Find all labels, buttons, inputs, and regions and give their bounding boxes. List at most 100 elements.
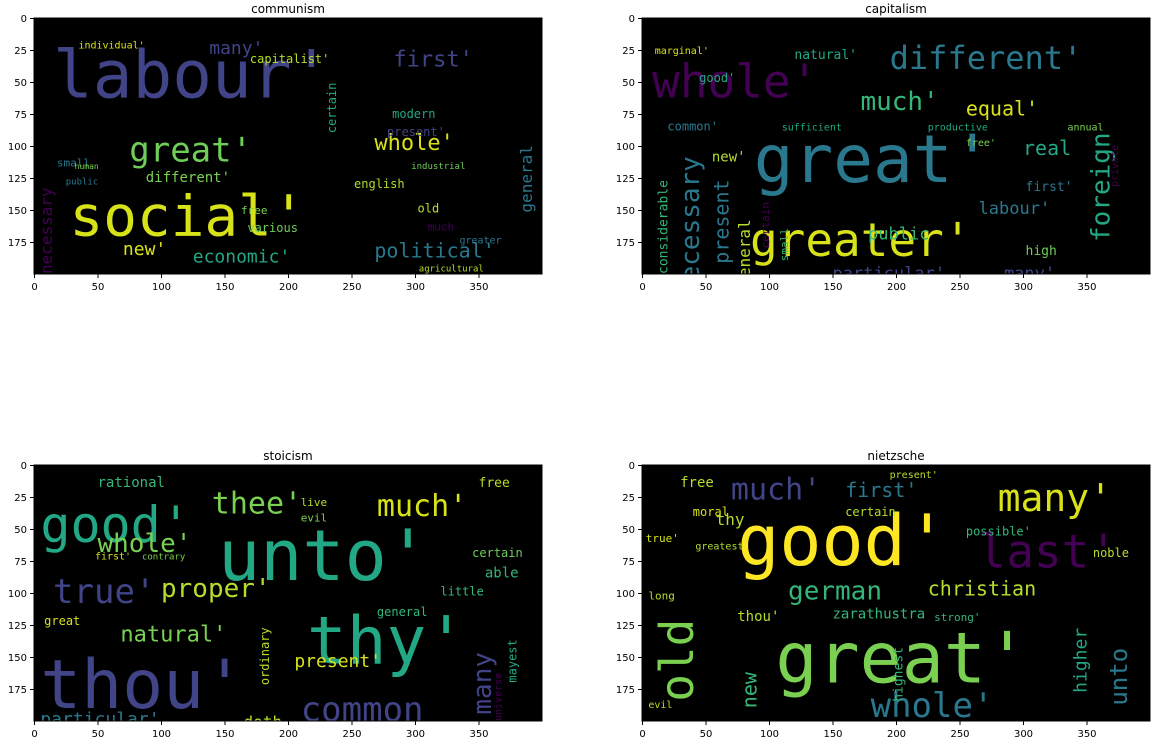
y-tick-label: 125 bbox=[616, 174, 635, 185]
word-general: general bbox=[377, 605, 428, 619]
y-tick-label: 50 bbox=[14, 78, 27, 89]
wordcloud-image bbox=[642, 465, 1150, 721]
word-private: private bbox=[1110, 145, 1121, 187]
x-tick-label: 300 bbox=[406, 729, 425, 740]
word-individual: individual' bbox=[78, 41, 144, 52]
word-ordinary: ordinary bbox=[258, 627, 272, 685]
word-marginal: marginal' bbox=[655, 46, 709, 57]
y-tick-label: 0 bbox=[21, 14, 27, 25]
nietzsche-panel: nietzsche good' great' last'many' much' germ… bbox=[616, 449, 1151, 740]
word-rational: rational bbox=[98, 475, 165, 491]
x-tick-label: 250 bbox=[342, 729, 361, 740]
word-great: great bbox=[44, 614, 80, 628]
word-equal: equal' bbox=[966, 96, 1038, 120]
word-general: general bbox=[517, 145, 536, 212]
x-tick-label: 50 bbox=[700, 729, 713, 740]
word-highest: highest bbox=[891, 647, 906, 702]
word-free: free' bbox=[966, 138, 996, 149]
word-certain: certain bbox=[325, 83, 339, 134]
word-much: much' bbox=[860, 87, 938, 117]
word-layer: good' unto'thy' thou' thee' much' whole' true'… bbox=[40, 475, 522, 737]
word-long: long bbox=[648, 589, 675, 602]
y-tick-label: 175 bbox=[8, 685, 27, 696]
x-tick-label: 250 bbox=[342, 282, 361, 293]
y-tick-label: 50 bbox=[622, 78, 635, 89]
x-tick-label: 150 bbox=[215, 729, 234, 740]
y-tick-label: 0 bbox=[21, 461, 27, 472]
word-whole: whole' bbox=[374, 131, 453, 156]
word-little: little bbox=[440, 585, 483, 599]
word-new: new' bbox=[123, 239, 166, 260]
word-possible: possible' bbox=[966, 524, 1031, 538]
x-tick-label: 250 bbox=[950, 729, 969, 740]
word-industrial: industrial bbox=[411, 162, 465, 172]
word-zarathustra: zarathustra bbox=[833, 607, 926, 623]
word-present: present' bbox=[294, 651, 381, 672]
y-tick-label: 150 bbox=[616, 206, 635, 217]
word-proper: proper' bbox=[161, 574, 271, 604]
word-small: small bbox=[778, 228, 791, 261]
word-common: common' bbox=[667, 120, 718, 134]
word-great: great' bbox=[129, 130, 252, 170]
word-political: political' bbox=[374, 238, 494, 262]
word-foreign: foreign bbox=[1086, 132, 1116, 242]
word-necessary: necessary bbox=[37, 187, 56, 274]
word-common: common bbox=[301, 690, 424, 730]
word-public: public bbox=[868, 224, 929, 244]
word-different: different' bbox=[890, 39, 1083, 77]
x-tick-label: 200 bbox=[887, 282, 906, 293]
word-able: able bbox=[485, 566, 519, 582]
x-tick-label: 300 bbox=[1014, 282, 1033, 293]
word-certain: certain bbox=[845, 505, 896, 519]
word-productive: productive bbox=[928, 123, 988, 134]
y-tick-label: 75 bbox=[622, 557, 635, 568]
word-good: good' bbox=[40, 496, 191, 554]
word-many: many bbox=[468, 652, 498, 715]
word-unto: unto bbox=[1105, 648, 1133, 706]
communism-panel: communism labour' social' great' whole' firs… bbox=[8, 2, 543, 293]
word-doest: doest bbox=[180, 724, 213, 737]
word-old: old bbox=[418, 202, 440, 216]
word-capitalist: capitalist' bbox=[250, 52, 329, 66]
word-present: present' bbox=[387, 125, 445, 139]
word-certain: certain bbox=[759, 202, 772, 248]
word-thy: thy bbox=[716, 510, 745, 529]
word-christian: christian bbox=[928, 577, 1036, 601]
word-necessary: necessary bbox=[676, 156, 706, 297]
word-different: different' bbox=[146, 170, 230, 186]
x-tick-label: 0 bbox=[639, 729, 645, 740]
word-greatest: greatest bbox=[695, 541, 743, 552]
wordcloud-image bbox=[642, 18, 1150, 274]
word-noble: noble bbox=[1093, 546, 1129, 560]
y-tick-label: 100 bbox=[8, 589, 27, 600]
word-first: first' bbox=[845, 478, 917, 502]
y-tick-label: 75 bbox=[14, 110, 27, 121]
x-tick-label: 0 bbox=[31, 282, 37, 293]
wordcloud-image bbox=[34, 465, 542, 721]
word-good: good' bbox=[699, 71, 735, 85]
word-great: great' bbox=[754, 121, 992, 198]
word-various: various bbox=[247, 221, 298, 235]
x-tick-label: 150 bbox=[823, 282, 842, 293]
word-high: high bbox=[1026, 244, 1057, 259]
y-tick-label: 25 bbox=[14, 46, 27, 57]
word-labour: labour' bbox=[979, 199, 1051, 219]
y-tick-label: 100 bbox=[8, 142, 27, 153]
word-new: new bbox=[737, 671, 761, 708]
word-thou: thou' bbox=[40, 646, 245, 725]
word-natural: natural' bbox=[120, 623, 226, 648]
word-unto: unto' bbox=[218, 515, 429, 597]
word-modern: modern bbox=[392, 107, 435, 121]
stoicism-panel: stoicism good' unto'thy' thou' thee' much' wh… bbox=[8, 449, 543, 740]
word-sufficient: sufficient bbox=[782, 123, 842, 134]
word-live: live bbox=[301, 496, 328, 509]
word-social: social' bbox=[70, 185, 306, 250]
x-tick-label: 200 bbox=[279, 729, 298, 740]
x-tick-label: 100 bbox=[760, 729, 779, 740]
word-higher: higher bbox=[1071, 628, 1092, 693]
word-universe: universe bbox=[493, 673, 504, 721]
word-thee: thee' bbox=[212, 487, 302, 522]
word-true: true' bbox=[646, 532, 679, 545]
panel-title: stoicism bbox=[263, 449, 313, 463]
x-tick-label: 250 bbox=[950, 282, 969, 293]
